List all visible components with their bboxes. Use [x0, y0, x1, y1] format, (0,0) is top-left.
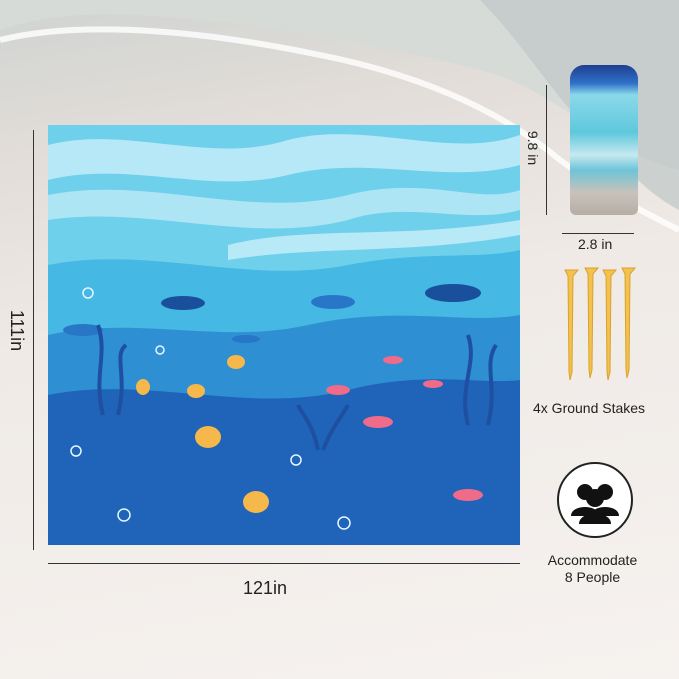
height-label: 111in	[7, 309, 28, 352]
capacity-line1: Accommodate	[547, 552, 638, 568]
width-label: 121in	[243, 578, 288, 598]
capacity-label: Accommodate 8 People	[540, 552, 645, 586]
height-dimension-line	[33, 130, 34, 550]
ground-stakes-icon	[564, 267, 637, 381]
storage-bag-image	[570, 65, 638, 215]
stakes-label: 4x Ground Stakes	[533, 400, 646, 416]
bag-height-line	[546, 85, 547, 215]
width-dimension-line	[48, 563, 520, 564]
beach-blanket-image	[48, 125, 520, 545]
bag-width-label: 2.8 in	[578, 236, 613, 252]
bag-height-label: 9.8 in	[525, 130, 542, 166]
bag-width-line	[562, 233, 634, 234]
people-icon	[557, 462, 633, 538]
capacity-line2: 8 People	[564, 569, 621, 585]
